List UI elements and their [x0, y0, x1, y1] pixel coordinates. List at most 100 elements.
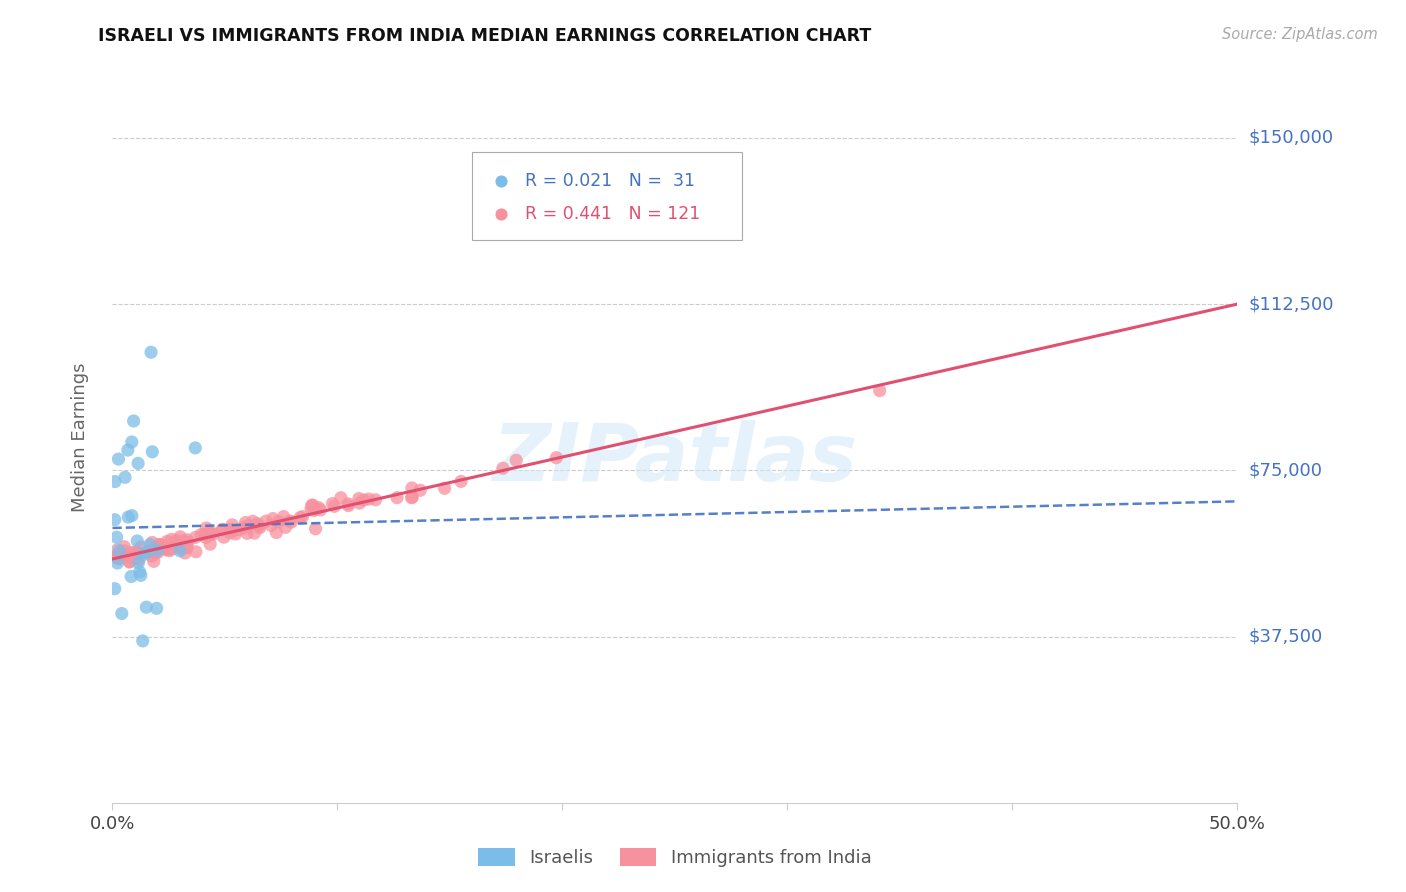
- Point: [202, 527, 225, 541]
- Point: [194, 530, 217, 544]
- Point: [129, 568, 152, 582]
- Point: [304, 522, 326, 536]
- Point: [121, 508, 143, 523]
- Point: [104, 582, 127, 596]
- Point: [149, 538, 172, 552]
- Point: [169, 543, 191, 558]
- Point: [302, 503, 325, 517]
- Point: [247, 519, 270, 533]
- Point: [169, 530, 191, 544]
- Point: [107, 549, 129, 563]
- Point: [111, 547, 134, 561]
- Point: [174, 546, 197, 560]
- Point: [141, 535, 163, 549]
- Point: [108, 544, 131, 558]
- Point: [172, 533, 194, 548]
- Point: [193, 527, 215, 541]
- Point: [160, 533, 183, 547]
- Text: $37,500: $37,500: [1249, 628, 1323, 646]
- Point: [169, 541, 191, 556]
- Point: [143, 541, 166, 555]
- Point: [138, 544, 160, 558]
- Point: [148, 537, 170, 551]
- Point: [401, 481, 423, 495]
- Point: [112, 544, 135, 558]
- Point: [273, 509, 295, 524]
- Legend: Israelis, Immigrants from India: Israelis, Immigrants from India: [471, 840, 879, 874]
- Point: [236, 526, 259, 541]
- Point: [127, 533, 149, 548]
- Point: [125, 546, 148, 560]
- Point: [260, 518, 283, 533]
- Point: [200, 525, 222, 540]
- Point: [274, 520, 297, 534]
- Point: [301, 498, 323, 512]
- Point: [262, 511, 284, 525]
- Point: [125, 545, 148, 559]
- Point: [198, 525, 221, 540]
- Point: [337, 499, 360, 513]
- Point: [107, 548, 129, 562]
- Point: [141, 445, 163, 459]
- Point: [198, 528, 221, 542]
- Text: ISRAELI VS IMMIGRANTS FROM INDIA MEDIAN EARNINGS CORRELATION CHART: ISRAELI VS IMMIGRANTS FROM INDIA MEDIAN …: [98, 27, 872, 45]
- Point: [246, 518, 269, 533]
- Text: R = 0.441   N = 121: R = 0.441 N = 121: [526, 205, 700, 223]
- Point: [877, 796, 900, 810]
- Point: [107, 452, 129, 467]
- Point: [127, 456, 149, 470]
- Point: [492, 461, 515, 475]
- Y-axis label: Median Earnings: Median Earnings: [70, 362, 89, 512]
- Point: [278, 514, 301, 528]
- Point: [166, 533, 188, 548]
- Point: [364, 492, 387, 507]
- Point: [160, 541, 183, 556]
- Point: [280, 515, 302, 529]
- Point: [505, 453, 527, 467]
- Point: [184, 545, 207, 559]
- Point: [124, 545, 146, 559]
- Point: [120, 569, 142, 583]
- Point: [176, 541, 198, 555]
- Point: [266, 525, 288, 540]
- Point: [433, 481, 456, 495]
- Text: $150,000: $150,000: [1249, 128, 1333, 147]
- Point: [450, 475, 472, 489]
- Point: [221, 517, 243, 532]
- Point: [152, 538, 174, 552]
- Point: [353, 492, 375, 507]
- Point: [156, 534, 179, 549]
- Text: $75,000: $75,000: [1249, 461, 1323, 479]
- Point: [117, 510, 139, 524]
- Point: [142, 542, 165, 557]
- Point: [166, 540, 188, 554]
- Point: [136, 545, 159, 559]
- Point: [117, 443, 139, 458]
- Point: [165, 536, 187, 550]
- Point: [184, 441, 207, 455]
- Point: [349, 496, 371, 510]
- Text: Source: ZipAtlas.com: Source: ZipAtlas.com: [1222, 27, 1378, 42]
- Point: [357, 492, 380, 507]
- Point: [105, 530, 128, 544]
- Point: [141, 549, 163, 564]
- Point: [118, 555, 141, 569]
- Point: [146, 543, 169, 558]
- Point: [321, 497, 343, 511]
- Point: [254, 514, 277, 528]
- Point: [112, 540, 135, 554]
- Point: [546, 450, 568, 465]
- Point: [153, 541, 176, 556]
- Point: [128, 565, 150, 579]
- Point: [176, 541, 198, 555]
- Point: [135, 600, 157, 615]
- Point: [305, 502, 328, 516]
- Point: [131, 546, 153, 560]
- Point: [249, 521, 271, 535]
- Point: [145, 601, 167, 615]
- Point: [235, 516, 257, 530]
- Point: [125, 551, 148, 566]
- Point: [165, 535, 187, 549]
- Point: [159, 543, 181, 558]
- Point: [290, 510, 312, 524]
